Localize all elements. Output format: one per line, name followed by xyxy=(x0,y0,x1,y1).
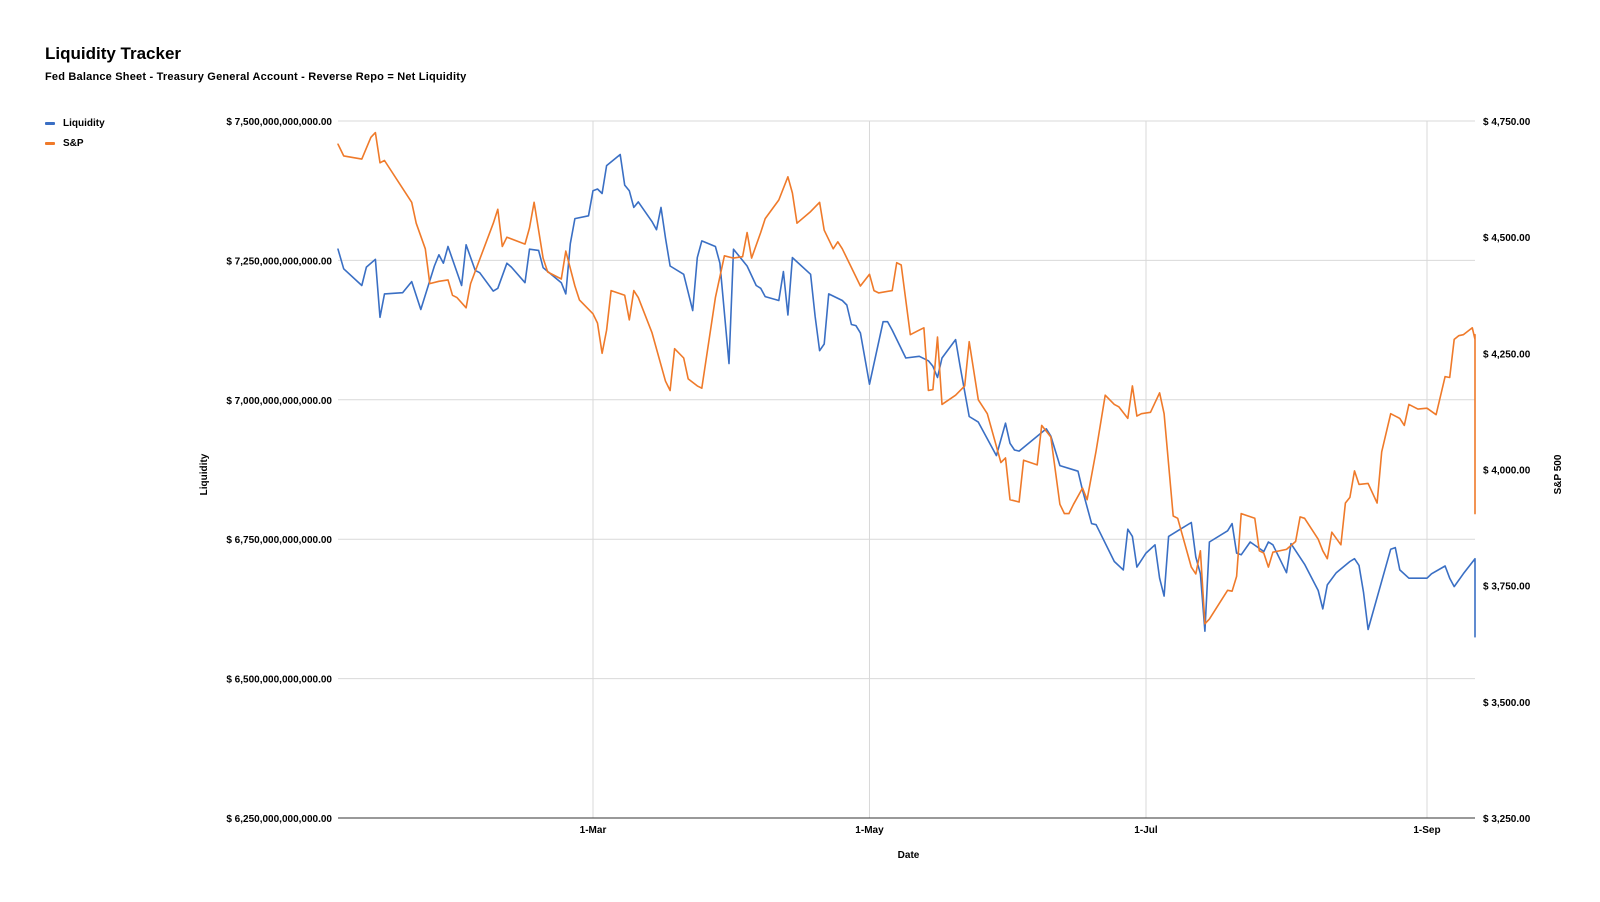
y-right-tick-label: $ 4,750.00 xyxy=(1483,117,1531,128)
legend-item-liquidity[interactable]: Liquidity xyxy=(45,113,105,133)
legend-item-sp[interactable]: S&P xyxy=(45,133,105,153)
y-left-tick-label: $ 6,750,000,000,000.00 xyxy=(226,535,332,546)
y-left-tick-label: $ 7,000,000,000,000.00 xyxy=(226,396,332,407)
chart-subtitle: Fed Balance Sheet - Treasury General Acc… xyxy=(45,71,467,83)
x-axis-title: Date xyxy=(898,850,920,861)
y-right-axis-title: S&P 500 xyxy=(1553,454,1564,494)
y-right-tick-label: $ 3,500.00 xyxy=(1483,698,1531,709)
y-left-tick-label: $ 6,500,000,000,000.00 xyxy=(226,675,332,686)
y-right-tick-label: $ 4,250.00 xyxy=(1483,349,1531,360)
series-line-sp xyxy=(337,131,1476,625)
y-right-tick-label: $ 3,750.00 xyxy=(1483,582,1531,593)
y-right-tick-label: $ 4,500.00 xyxy=(1483,233,1531,244)
y-left-axis-title: Liquidity xyxy=(199,453,210,495)
chart-title: Liquidity Tracker xyxy=(45,44,182,63)
legend: Liquidity S&P xyxy=(45,113,105,153)
legend-swatch-sp xyxy=(45,141,55,145)
legend-swatch-liquidity xyxy=(45,121,55,125)
series-line-liquidity xyxy=(337,153,1476,638)
x-tick-label: 1-Mar xyxy=(580,825,607,836)
x-tick-label: 1-Jul xyxy=(1134,825,1158,836)
y-left-tick-label: $ 6,250,000,000,000.00 xyxy=(226,814,332,825)
y-right-tick-label: $ 4,000.00 xyxy=(1483,466,1531,477)
y-right-tick-label: $ 3,250.00 xyxy=(1483,814,1531,825)
x-tick-label: 1-Sep xyxy=(1413,825,1440,836)
legend-label-sp: S&P xyxy=(63,137,84,149)
x-tick-label: 1-May xyxy=(855,825,884,836)
y-left-tick-label: $ 7,500,000,000,000.00 xyxy=(226,117,332,128)
y-left-tick-label: $ 7,250,000,000,000.00 xyxy=(226,256,332,267)
legend-label-liquidity: Liquidity xyxy=(63,117,105,129)
